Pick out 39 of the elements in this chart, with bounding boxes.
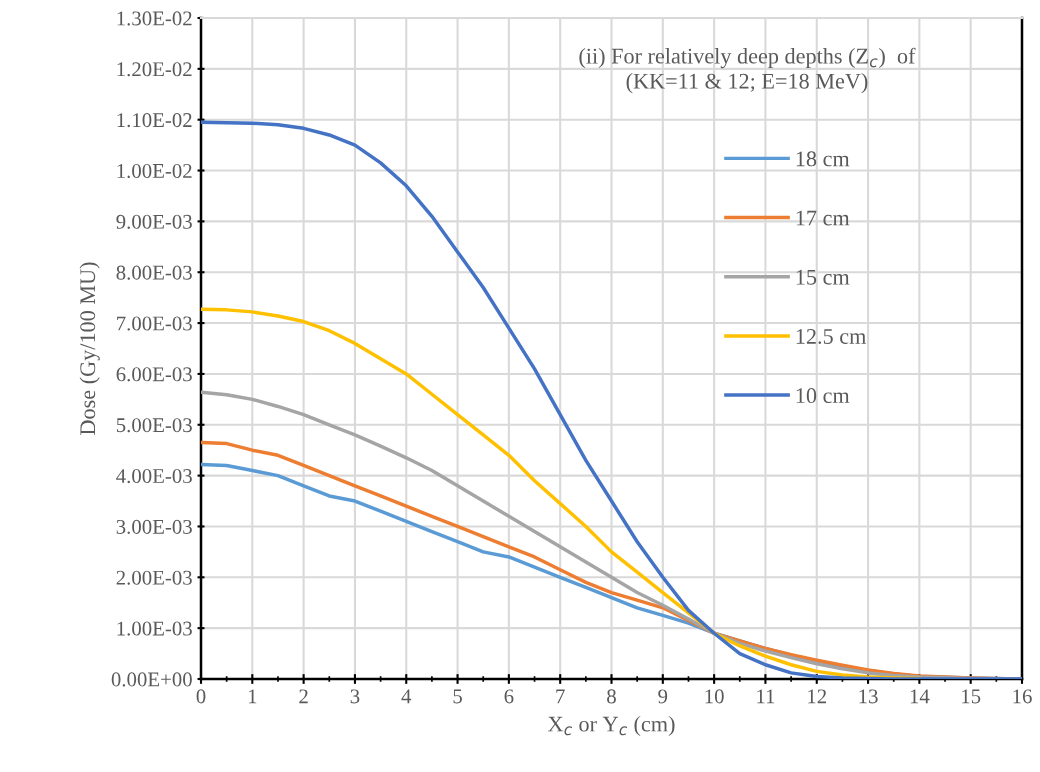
y-tick-label: 5.00E-03	[116, 418, 192, 433]
x-tick-label: 16	[1013, 689, 1032, 704]
y-tick-label: 1.20E-02	[117, 62, 192, 77]
x-tick-label: 6	[504, 689, 514, 704]
legend-label: 17 cm	[796, 210, 850, 226]
x-tick-label: 2	[299, 689, 308, 704]
y-tick-label: 7.00E-03	[117, 316, 192, 331]
x-tick-label: 3	[350, 689, 360, 704]
x-tick-label: 12	[808, 689, 827, 704]
legend-label: 15 cm	[796, 269, 850, 285]
y-tick-label: 4.00E-03	[116, 468, 192, 484]
y-tick-label: 1.30E-02	[117, 11, 192, 26]
x-tick-label: 14	[910, 689, 930, 704]
y-tick-label: 1.10E-02	[117, 113, 192, 128]
x-tick-label: 9	[658, 689, 668, 704]
x-tick-label: 11	[757, 689, 775, 704]
x-tick-label: 5	[453, 689, 462, 704]
x-axis-title: X$_{c}$ or Y$_{c}$ (cm)	[547, 715, 675, 737]
y-tick-label: 3.00E-03	[116, 519, 192, 534]
x-tick-label: 1	[248, 689, 257, 704]
y-axis-title: Dose (Gy/100 MU)	[79, 262, 100, 435]
legend-label: 18 cm	[796, 151, 850, 167]
y-tick-label: 8.00E-03	[116, 265, 192, 280]
y-tick-label: 1.00E-02	[117, 163, 192, 179]
y-tick-label: 6.00E-03	[116, 367, 192, 382]
x-tick-label: 13	[859, 689, 878, 704]
y-tick-label: 9.00E-03	[116, 214, 192, 229]
text: (ii) For relatively deep depths (Z$_{c}$) of (KK=11 & 12; E=18 MeV)	[579, 47, 916, 94]
y-tick-label: 1.00E-03	[117, 621, 192, 636]
x-tick-label: 0	[196, 689, 206, 704]
x-tick-label: 15	[962, 689, 981, 704]
x-tick-label: 7	[556, 689, 565, 704]
x-tick-label: 4	[401, 689, 412, 704]
x-tick-label: 10	[705, 689, 724, 704]
y-tick-label: 2.00E-03	[116, 570, 192, 585]
y-tick-label: 0.00E+00	[111, 672, 192, 687]
legend-label: 12.5 cm	[796, 328, 867, 344]
legend-label: 10 cm	[796, 388, 850, 404]
x-tick-label: 8	[607, 689, 616, 704]
